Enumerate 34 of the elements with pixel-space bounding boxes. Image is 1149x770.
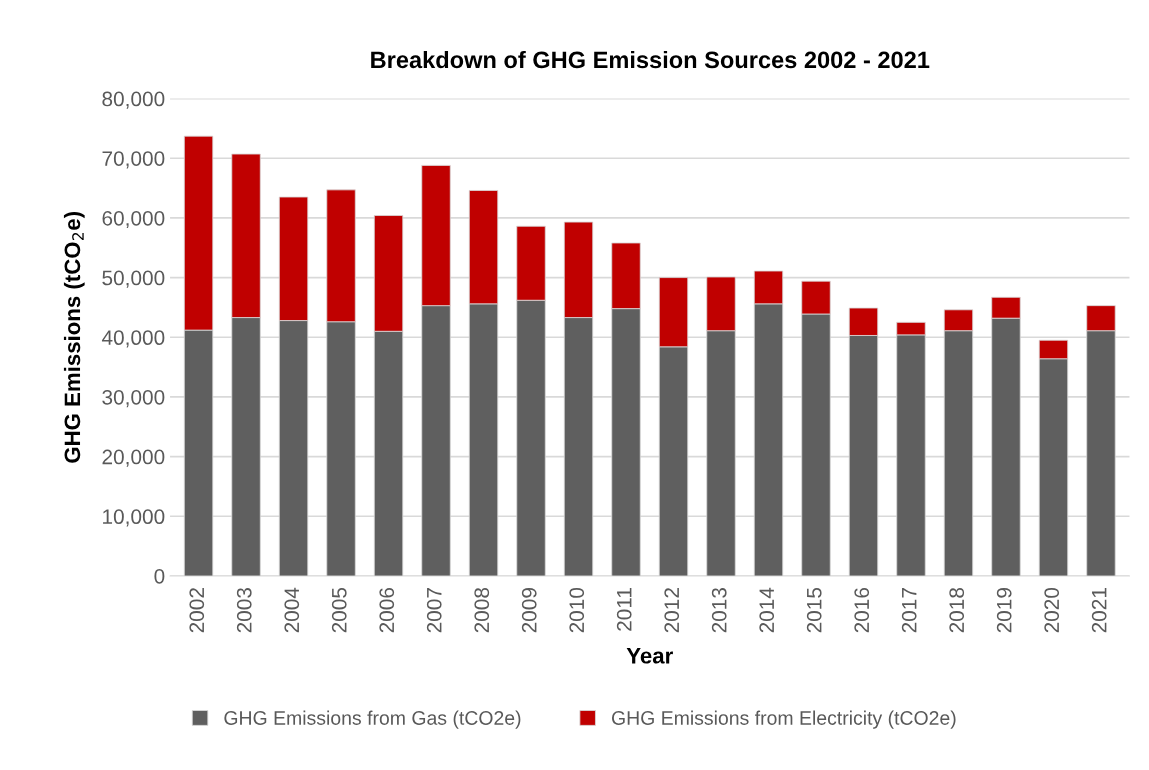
y-tick-label: 60,000	[102, 210, 165, 229]
x-tick-label: 2004	[284, 587, 300, 633]
x-tick-label: 2007	[426, 588, 442, 633]
x-tick-label: 2011	[616, 588, 632, 631]
y-tick-label: 80,000	[102, 91, 165, 109]
x-tick-label: 2010	[569, 587, 585, 633]
x-tick-label: 2003	[236, 587, 252, 633]
x-tick-label: 2019	[996, 588, 1012, 633]
y-tick-label: 20,000	[102, 449, 165, 467]
x-tick-label: 2006	[379, 587, 395, 633]
x-tick-label: 2008	[474, 587, 490, 633]
y-tick-label: 30,000	[102, 389, 165, 408]
y-axis-title: GHG Emissions (tCO$_{2}$e)	[63, 212, 85, 463]
x-tick-label: 2015	[806, 587, 822, 633]
y-tick-label: 50,000	[102, 270, 165, 288]
x-tick-label: 2020	[1044, 587, 1060, 633]
x-tick-label: 2012	[664, 588, 680, 633]
chart-title: Breakdown of GHG Emission Sources 2002 - 2021	[371, 50, 930, 69]
y-tick-label: 40,000	[101, 330, 165, 348]
x-tick-label: 2016	[854, 587, 870, 633]
legend-label: GHG Emissions from Electricity (tCO2e)	[611, 710, 956, 729]
y-tick-label: 70,000	[102, 151, 165, 169]
legend-label: GHG Emissions from Gas (tCO2e)	[224, 710, 521, 729]
x-tick-label: 2014	[759, 587, 775, 633]
y-tick-label: 0	[154, 568, 165, 584]
x-tick-label: 2013	[711, 587, 727, 633]
x-tick-label: 2009	[521, 588, 537, 633]
x-tick-label: 2018	[949, 587, 965, 633]
x-tick-label: 2017	[901, 588, 917, 633]
y-tick-label: 10,000	[103, 509, 165, 527]
x-tick-label: 2002	[189, 588, 205, 633]
x-tick-label: 2021	[1091, 588, 1107, 633]
x-axis-title: Year	[626, 648, 673, 664]
x-tick-label: 2005	[331, 587, 347, 633]
